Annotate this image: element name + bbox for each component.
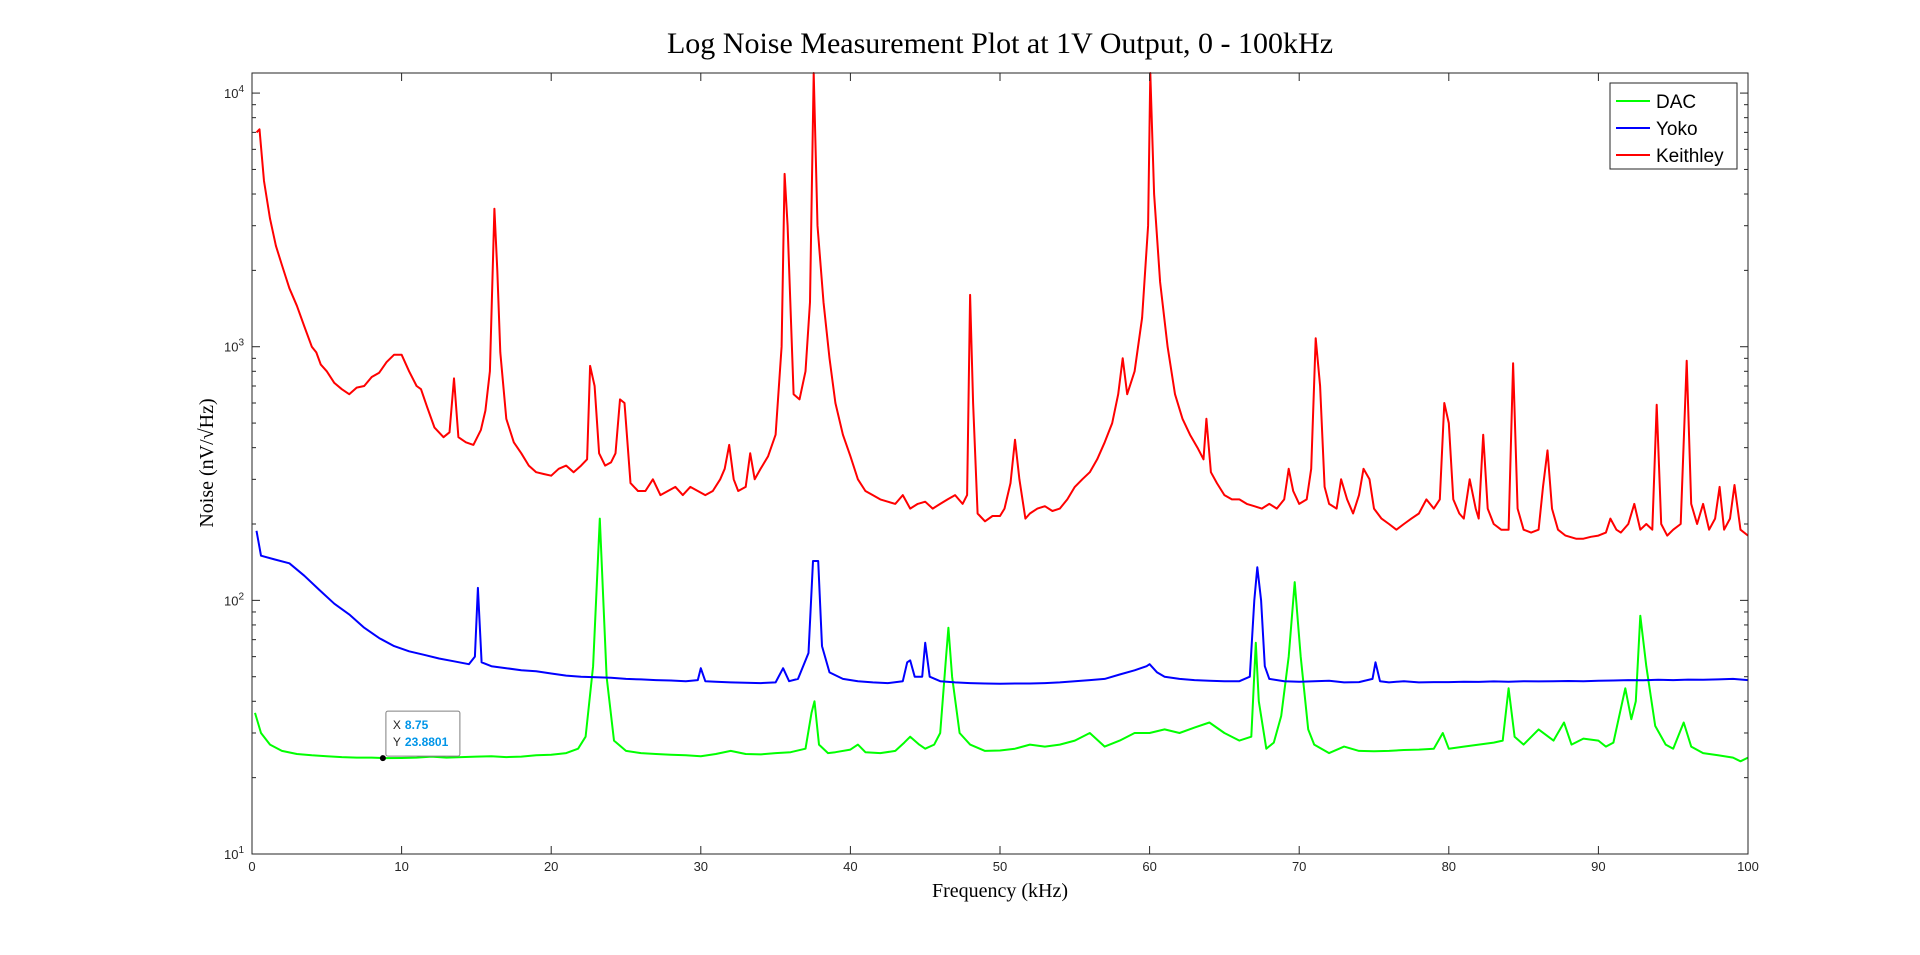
x-tick-label: 100 <box>1737 859 1759 874</box>
x-axis-ticks: 0 10 20 30 40 50 60 70 80 90 100 <box>248 73 1759 874</box>
legend-label-yoko: Yoko <box>1656 119 1698 140</box>
legend-label-dac: DAC <box>1656 92 1696 113</box>
x-tick-label: 10 <box>394 859 408 874</box>
y-axis-ticks: 101 102 103 104 <box>224 84 1748 862</box>
data-tip[interactable]: X 8.75 Y 23.8801 <box>379 710 461 762</box>
y-tick-label: 101 <box>224 845 244 862</box>
data-tip-x-label: X <box>393 718 401 732</box>
y-axis-label: Noise (nV/√Hz) <box>196 398 218 527</box>
data-tip-x-value: 8.75 <box>405 718 429 732</box>
x-tick-label: 50 <box>993 859 1007 874</box>
y-tick-label: 102 <box>224 591 244 608</box>
data-tip-y-label: Y <box>393 735 401 749</box>
series-line-keithley <box>255 72 1749 540</box>
x-tick-label: 70 <box>1292 859 1306 874</box>
data-tip-y-value: 23.8801 <box>405 735 449 749</box>
series-line-yoko <box>255 530 1749 685</box>
x-axis-label: Frequency (kHz) <box>932 880 1068 902</box>
y-tick-label: 103 <box>224 338 244 355</box>
legend-label-keithley: Keithley <box>1656 146 1724 167</box>
x-tick-label: 90 <box>1591 859 1605 874</box>
series-line-dac <box>254 517 1749 763</box>
x-tick-label: 80 <box>1442 859 1456 874</box>
legend-item-dac[interactable]: DAC <box>1616 92 1696 113</box>
legend-item-yoko[interactable]: Yoko <box>1616 119 1698 140</box>
data-tip-marker[interactable] <box>379 755 386 762</box>
plot-area <box>252 73 1748 854</box>
x-tick-label: 30 <box>694 859 708 874</box>
x-tick-label: 0 <box>248 859 255 874</box>
chart-title: Log Noise Measurement Plot at 1V Output,… <box>667 27 1333 60</box>
legend-item-keithley[interactable]: Keithley <box>1616 146 1724 167</box>
x-tick-label: 20 <box>544 859 558 874</box>
x-tick-label: 40 <box>843 859 857 874</box>
y-tick-label: 104 <box>224 84 244 101</box>
legend[interactable]: DAC Yoko Keithley <box>1609 82 1738 170</box>
data-tip-box <box>385 710 461 757</box>
x-tick-label: 60 <box>1142 859 1156 874</box>
series-layer <box>254 72 1749 763</box>
